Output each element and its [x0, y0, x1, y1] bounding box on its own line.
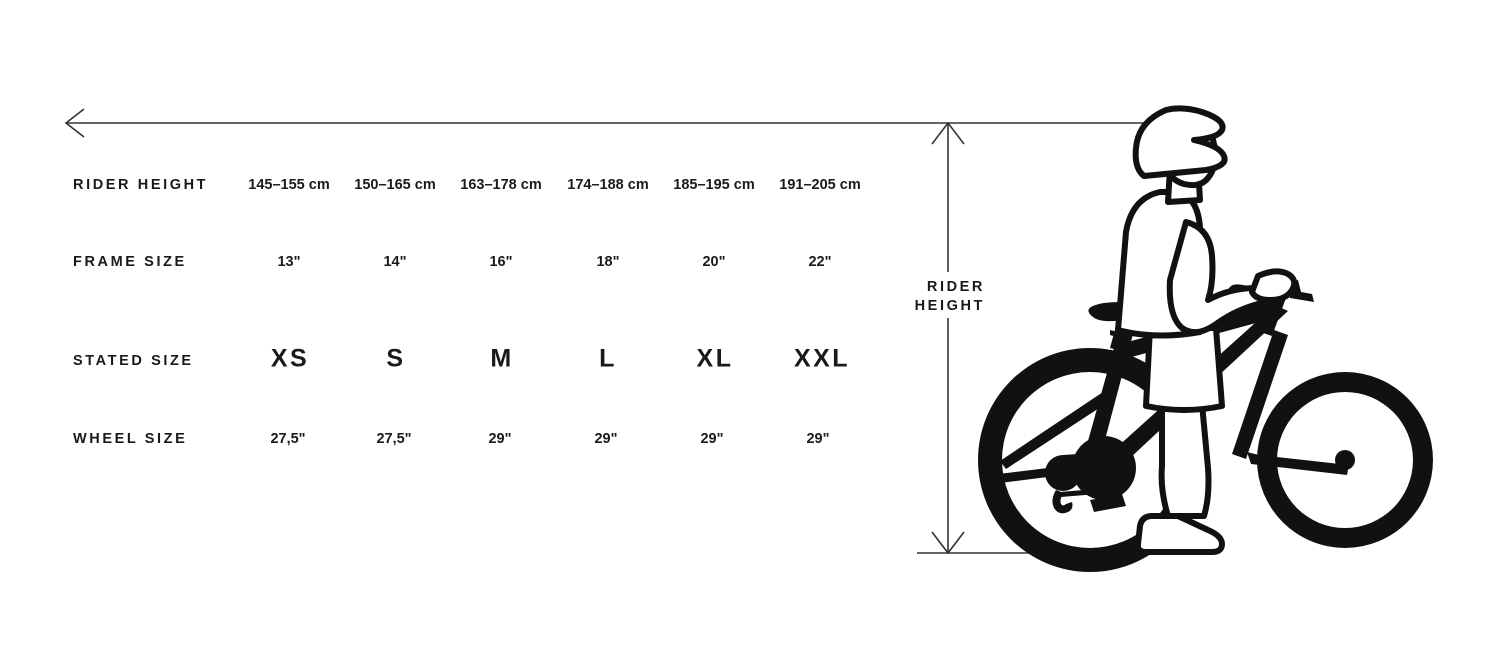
row-label-rider-height: RIDER HEIGHT — [73, 177, 209, 193]
cell-rider-height-m: 163–178 cm — [460, 177, 542, 193]
pedal — [1090, 494, 1126, 512]
cell-stated-size-xl: XL — [696, 344, 734, 373]
cell-stated-size-xxl: XXL — [793, 344, 851, 373]
cell-rider-height-s: 150–165 cm — [354, 177, 436, 193]
cell-frame-size-xs: 13" — [277, 254, 301, 270]
crank-and-pedal — [1096, 468, 1110, 505]
fork-lower — [1247, 452, 1349, 475]
cell-rider-height-xs: 145–155 cm — [248, 177, 330, 193]
rider-height-dimension-arrow — [931, 121, 965, 555]
row-label-wheel-size: WHEEL SIZE — [73, 431, 188, 447]
rider-height-dimension-label-line1: RIDER — [926, 279, 985, 295]
cell-wheel-size-s: 27,5" — [376, 431, 412, 447]
cell-wheel-size-l: 29" — [594, 431, 618, 447]
cell-rider-height-xl: 185–195 cm — [673, 177, 755, 193]
arrow-head-down-icon — [931, 531, 965, 555]
arrow-head-left-icon — [64, 108, 85, 138]
chain-lower — [1060, 488, 1109, 497]
rider-figure — [1115, 105, 1298, 555]
cell-frame-size-m: 16" — [489, 254, 513, 270]
top-horizontal-dimension-line — [64, 108, 1143, 138]
cell-rider-height-xxl: 191–205 cm — [779, 177, 861, 193]
shorts — [1143, 325, 1225, 413]
rear-derailleur — [1052, 490, 1073, 514]
rear-cassette — [1045, 455, 1081, 491]
cell-stated-size-s: S — [386, 344, 406, 373]
head-tube — [1254, 292, 1286, 336]
chain — [1063, 452, 1109, 461]
cell-wheel-size-m: 29" — [488, 431, 512, 447]
arrow-head-up-icon — [931, 121, 965, 145]
cell-frame-size-s: 14" — [383, 254, 407, 270]
fork — [1232, 330, 1288, 459]
cell-frame-size-l: 18" — [596, 254, 620, 270]
seat-stay — [1000, 390, 1116, 469]
helmet — [1132, 105, 1228, 179]
row-label-stated-size: STATED SIZE — [73, 353, 194, 369]
rider-height-dimension-label-line2: HEIGHT — [914, 298, 985, 315]
cell-wheel-size-xl: 29" — [700, 431, 724, 447]
cell-frame-size-xxl: 22" — [808, 254, 832, 270]
cell-rider-height-l: 174–188 cm — [567, 177, 649, 193]
lower-leg — [1158, 401, 1212, 519]
cell-wheel-size-xs: 27,5" — [270, 431, 306, 447]
handlebar-end — [1290, 290, 1314, 302]
cell-frame-size-xl: 20" — [702, 254, 726, 270]
cell-stated-size-xs: XS — [270, 344, 310, 373]
cell-wheel-size-xxl: 29" — [806, 431, 830, 447]
row-label-frame-size: FRAME SIZE — [73, 254, 187, 270]
cell-stated-size-l: L — [599, 344, 617, 373]
cell-stated-size-m: M — [490, 344, 514, 373]
shoe — [1134, 513, 1225, 555]
rider-height-dimension-label: RIDER HEIGHT — [845, 278, 985, 316]
hand — [1249, 268, 1298, 303]
